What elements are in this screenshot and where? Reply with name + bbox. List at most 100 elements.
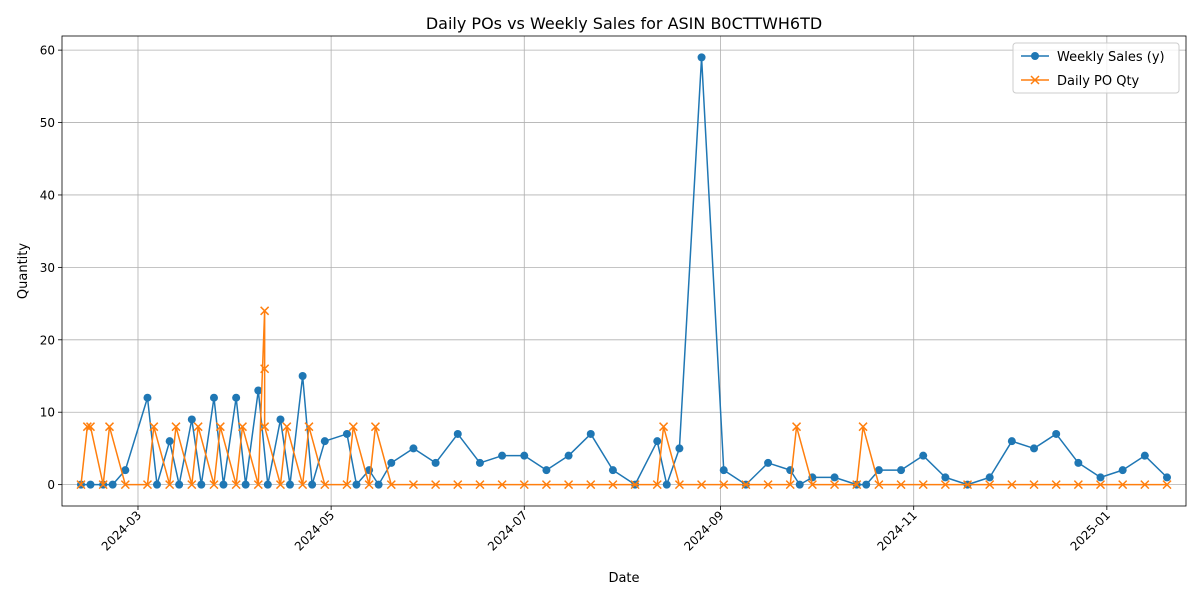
weekly-sales-point: [795, 480, 804, 489]
series-layer: [76, 53, 1172, 490]
daily-po-point: [1007, 480, 1017, 490]
daily-po-point: [364, 480, 374, 490]
weekly-sales-point: [352, 480, 361, 489]
legend-weekly-marker: [1031, 52, 1039, 60]
weekly-sales-point: [453, 429, 462, 438]
y-tick-label: 0: [47, 478, 55, 492]
legend: Weekly Sales (y) Daily PO Qty: [1012, 42, 1180, 94]
weekly-sales-point: [862, 480, 871, 489]
weekly-sales-point: [241, 480, 250, 489]
y-axis: 0 10 20 30 40 50 60: [40, 44, 62, 492]
weekly-sales-point: [564, 451, 573, 460]
weekly-sales-point: [1096, 473, 1105, 482]
daily-po-point: [187, 480, 197, 490]
legend-weekly-label: Weekly Sales (y): [1057, 50, 1165, 65]
weekly-sales-point: [342, 429, 351, 438]
daily-po-point: [1029, 480, 1039, 490]
daily-po-point: [497, 480, 507, 490]
daily-po-point: [659, 422, 669, 432]
daily-po-point: [104, 422, 115, 432]
daily-po-point: [652, 480, 662, 490]
weekly-sales-point: [1074, 458, 1083, 467]
daily-po-point: [785, 480, 795, 490]
daily-po-point: [260, 364, 270, 374]
daily-po-point: [209, 480, 219, 490]
axes-background: [62, 36, 1186, 506]
weekly-sales-point: [143, 393, 152, 402]
daily-po-point: [431, 480, 441, 490]
weekly-sales-point: [475, 458, 484, 467]
weekly-sales-point: [874, 466, 883, 475]
weekly-sales-point: [675, 444, 684, 453]
y-tick-label: 60: [40, 44, 55, 58]
y-axis-label: Quantity: [16, 243, 31, 299]
daily-po-series: [76, 306, 1172, 490]
daily-po-point: [120, 480, 130, 490]
daily-po-point: [453, 480, 463, 490]
daily-po-point: [149, 422, 159, 432]
daily-po-point: [1051, 480, 1061, 490]
daily-po-point: [858, 422, 868, 432]
daily-po-point: [370, 422, 380, 432]
y-tick-label: 30: [40, 261, 55, 275]
weekly-sales-point: [276, 415, 285, 424]
weekly-sales-point: [1118, 466, 1127, 475]
weekly-sales-point: [786, 466, 795, 475]
daily-po-point: [386, 480, 396, 490]
daily-po-point: [342, 480, 352, 490]
weekly-sales-point: [1163, 473, 1172, 482]
daily-po-point: [193, 422, 203, 432]
daily-po-point: [697, 480, 707, 490]
y-tick-label: 10: [40, 406, 55, 420]
daily-po-point: [586, 480, 596, 490]
weekly-sales-point: [1007, 437, 1016, 446]
weekly-sales-point: [409, 444, 418, 453]
x-axis-label: Date: [608, 571, 639, 586]
weekly-sales-point: [941, 473, 950, 482]
daily-po-point: [741, 480, 751, 490]
daily-po-point: [1162, 480, 1172, 490]
daily-po-point: [519, 480, 529, 490]
weekly-sales-point: [263, 480, 272, 489]
daily-po-point: [1095, 480, 1106, 490]
weekly-sales-point: [586, 429, 595, 438]
weekly-sales-point: [108, 480, 117, 489]
weekly-sales-point: [285, 480, 294, 489]
weekly-sales-point: [520, 451, 529, 460]
weekly-sales-point: [431, 458, 440, 467]
daily-po-point: [298, 480, 308, 490]
daily-po-point: [1118, 480, 1128, 490]
weekly-sales-point: [498, 451, 507, 460]
plot-area: [61, 35, 1187, 507]
daily-po-point: [940, 480, 950, 490]
weekly-sales-point: [387, 458, 396, 467]
y-tick-label: 40: [40, 188, 55, 202]
weekly-sales-point: [653, 437, 662, 446]
weekly-sales-point: [830, 473, 839, 482]
weekly-sales-point: [697, 53, 706, 62]
daily-po-point: [348, 422, 358, 432]
weekly-sales-point: [662, 480, 671, 489]
daily-po-point: [918, 480, 928, 490]
weekly-sales-point: [165, 437, 174, 446]
weekly-sales-point: [320, 437, 329, 446]
daily-po-point: [1140, 480, 1150, 490]
daily-po-point: [82, 422, 92, 432]
daily-po-point: [76, 480, 86, 490]
daily-po-point: [85, 422, 96, 432]
daily-po-line: [80, 310, 1167, 486]
daily-po-point: [408, 480, 418, 490]
weekly-sales-point: [197, 480, 206, 489]
weekly-sales-point: [1052, 429, 1061, 438]
weekly-sales-point: [254, 386, 263, 395]
legend-box: [1012, 42, 1180, 94]
weekly-sales-point: [219, 480, 228, 489]
chart-title: Daily POs vs Weekly Sales for ASIN B0CTT…: [426, 14, 822, 33]
daily-po-point: [541, 480, 551, 490]
weekly-sales-point: [985, 473, 994, 482]
weekly-sales-point: [919, 451, 928, 460]
daily-po-point: [231, 480, 241, 490]
daily-po-point: [171, 422, 181, 432]
daily-po-point: [253, 480, 263, 490]
